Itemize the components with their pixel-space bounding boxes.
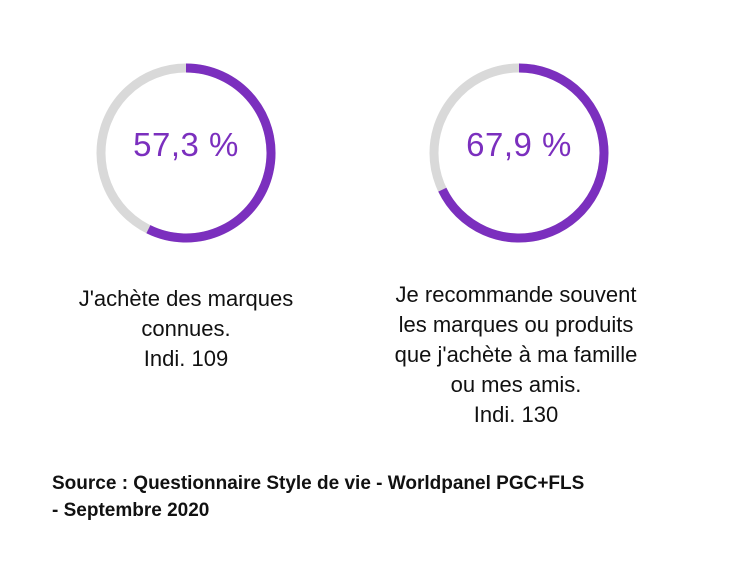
gauge-value-label: 67,9 % (466, 126, 572, 163)
gauge-known-brands: 57,3 % (91, 58, 281, 248)
caption-index: Indi. 109 (143, 346, 229, 371)
caption-line: que j'achète à ma famille (394, 342, 638, 367)
caption-line: les marques ou produits (398, 312, 634, 337)
donut-chart-known-brands (96, 63, 276, 243)
source-line-1: Source : Questionnaire Style de vie - Wo… (52, 473, 585, 494)
caption-known-brands: J'achète des marques connues. Indi. 109 (36, 284, 336, 374)
source-line-2: - Septembre 2020 (52, 500, 210, 521)
caption-line: connues. (141, 316, 231, 341)
caption-line: ou mes amis. (450, 372, 582, 397)
donut-progress-arc (146, 63, 276, 243)
caption-line: Je recommande souvent (395, 282, 637, 307)
gauge-recommend: 67,9 % (424, 58, 614, 248)
caption-recommend: Je recommande souvent les marques ou pro… (346, 280, 686, 430)
source-note: Source : Questionnaire Style de vie - Wo… (52, 470, 692, 524)
donut-chart-recommend (429, 63, 609, 243)
gauge-value-label: 57,3 % (133, 126, 239, 163)
caption-line: J'achète des marques (78, 286, 294, 311)
donut-progress-arc (438, 63, 609, 243)
caption-index: Indi. 130 (473, 402, 559, 427)
